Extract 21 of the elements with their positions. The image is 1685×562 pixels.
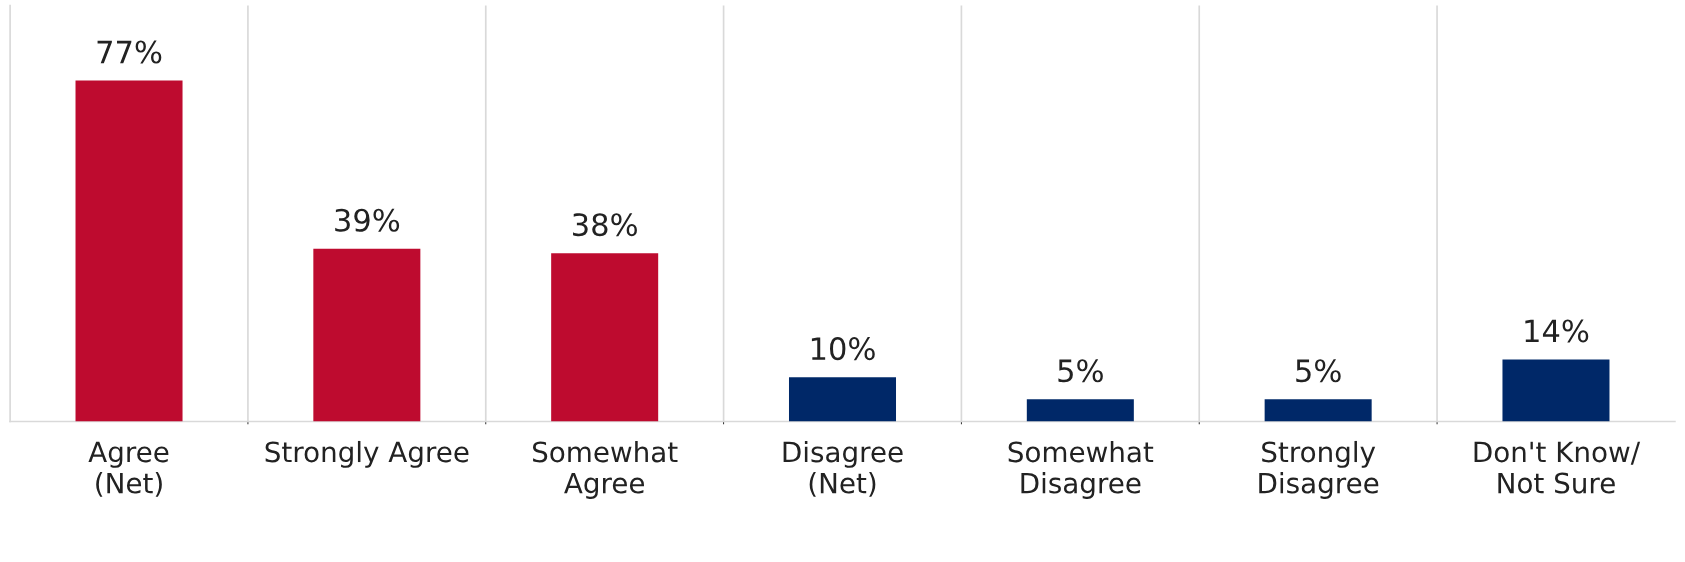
data-label: 14% (1525, 319, 1589, 343)
data-label: 77% (97, 40, 162, 64)
bar (551, 253, 659, 422)
bar (75, 80, 183, 422)
data-label: 5% (1058, 359, 1103, 383)
x-tick-label: Don't Know/ Not Sure (1474, 441, 1641, 494)
bar (313, 248, 421, 422)
data-label: 5% (1296, 359, 1341, 383)
x-tick-label: Agree (Net) (88, 441, 169, 497)
x-tick-label: Strongly Agree (265, 440, 469, 468)
data-label: 38% (573, 213, 637, 237)
data-label: 10% (811, 337, 875, 361)
x-tick-label: Somewhat Disagree (1008, 440, 1154, 499)
bar (1264, 399, 1372, 422)
bar (1026, 399, 1134, 422)
bar (1502, 359, 1610, 422)
bar (788, 377, 897, 422)
x-tick-label: Disagree (Net) (783, 440, 903, 497)
x-tick-label: Strongly Disagree (1259, 440, 1379, 499)
data-label: 39% (335, 208, 400, 232)
x-tick-label: Somewhat Agree (533, 440, 678, 499)
